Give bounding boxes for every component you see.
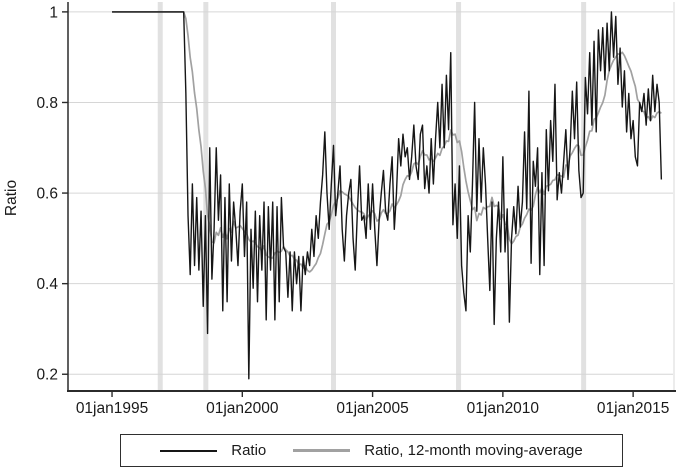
x-tick-label: 01jan2015 <box>597 400 669 417</box>
ratio-line <box>112 11 663 380</box>
data-series <box>112 11 663 380</box>
tick-labels: 0.2 0.4 0.6 0.8 1 01jan1995 01jan2000 01jan2005… <box>36 4 669 417</box>
x-tick-label: 01jan2010 <box>467 400 540 417</box>
y-tick-label: 0.2 <box>36 367 58 384</box>
tick-marks <box>62 11 634 397</box>
legend-line-sample-moving-average <box>293 449 351 452</box>
axes <box>67 2 676 392</box>
y-tick-label: 0.8 <box>36 95 58 112</box>
moving-average-line <box>112 11 662 273</box>
x-tick-label: 01jan2005 <box>336 400 408 417</box>
y-tick-label: 0.4 <box>36 276 58 293</box>
legend-entry-moving-average: Ratio, 12-month moving-average <box>293 442 583 459</box>
y-axis-title: Ratio <box>3 180 20 216</box>
legend-line-sample-ratio <box>160 449 218 452</box>
y-tick-label: 1 <box>49 4 58 21</box>
legend-box: Ratio Ratio, 12-month moving-average <box>120 434 623 467</box>
legend-entry-ratio: Ratio <box>160 442 266 459</box>
legend-label-ratio: Ratio <box>231 442 267 459</box>
legend-label-moving-average: Ratio, 12-month moving-average <box>364 442 583 459</box>
y-tick-label: 0.6 <box>36 185 58 202</box>
event-bands <box>157 2 587 391</box>
x-tick-label: 01jan1995 <box>76 400 148 417</box>
x-tick-label: 01jan2000 <box>206 400 279 417</box>
